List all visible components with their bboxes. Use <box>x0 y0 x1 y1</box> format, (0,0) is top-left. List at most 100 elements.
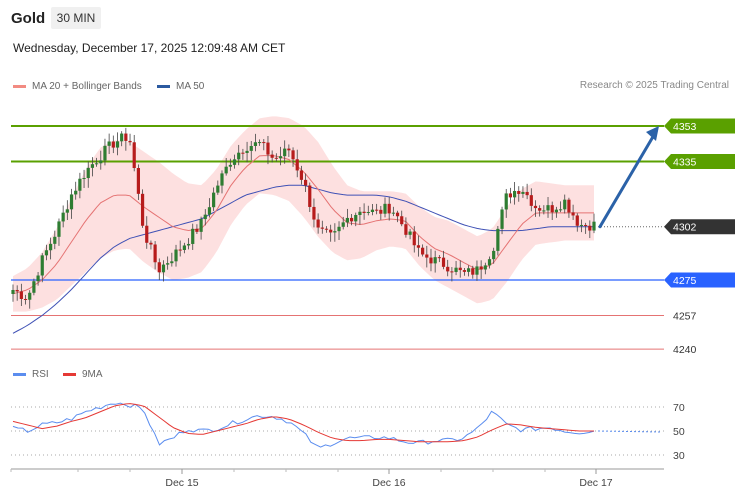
candle-bearish <box>195 228 199 232</box>
candle-bullish <box>546 205 550 211</box>
candle-bearish <box>588 225 592 231</box>
candle-bearish <box>132 142 136 169</box>
candle-bullish <box>174 249 178 262</box>
candle-bearish <box>270 154 274 158</box>
rsi-ma-swatch <box>63 372 76 376</box>
candle-bullish <box>500 209 504 229</box>
level-tag-pivot <box>664 272 735 288</box>
candle-bullish <box>496 228 500 251</box>
candle-bullish <box>554 209 558 213</box>
forecast-arrow-shaft <box>598 133 656 229</box>
timestamp: Wednesday, December 17, 2025 12:09:48 AM… <box>13 41 286 55</box>
legend-rsi: RSI <box>13 368 49 382</box>
candle-bullish <box>103 145 107 161</box>
level-label-4275: 4275 <box>673 275 697 287</box>
bollinger-band-area <box>13 116 594 312</box>
candle-bullish <box>433 257 437 264</box>
ma20-swatch <box>13 84 26 88</box>
candle-bullish <box>94 163 99 165</box>
rsi-ma-line <box>12 403 594 443</box>
candle-bullish <box>521 191 525 194</box>
candle-bearish <box>308 185 312 207</box>
candle-bearish <box>149 242 153 245</box>
candle-bearish <box>324 228 329 230</box>
ma20-label: MA 20 + Bollinger Bands <box>32 81 142 92</box>
candle-bearish <box>517 190 521 194</box>
rsi-tick-label-50: 50 <box>673 426 685 438</box>
candle-bullish <box>391 212 395 214</box>
level-tag-resistance <box>664 118 735 134</box>
x-tick-label: Dec 16 <box>372 477 405 489</box>
candle-bullish <box>36 275 40 282</box>
candle-bullish <box>592 221 596 231</box>
rsi-label: RSI <box>32 369 49 380</box>
candle-bullish <box>86 167 90 179</box>
ma20-line <box>12 155 594 295</box>
candle-bearish <box>379 209 383 214</box>
candle-bearish <box>421 247 425 255</box>
candle-bullish <box>69 194 74 210</box>
header-bar: Gold 30 MIN <box>0 0 738 36</box>
timeframe-badge[interactable]: 30 MIN <box>51 7 101 29</box>
level-tag-resistance <box>664 154 735 170</box>
candle-bullish <box>258 142 262 144</box>
candle-bearish <box>312 206 316 220</box>
candle-bearish <box>425 254 429 258</box>
candle-bullish <box>579 224 584 226</box>
candle-bearish <box>387 203 391 214</box>
candle-bullish <box>44 250 49 256</box>
candle-bullish <box>341 222 345 227</box>
candle-bearish <box>140 193 145 226</box>
candle-bearish <box>529 195 533 206</box>
forecast-arrow-head <box>646 126 659 141</box>
candle-bullish <box>558 209 563 211</box>
candle-bullish <box>228 164 232 167</box>
candle-bearish <box>437 257 441 259</box>
candle-bullish <box>191 228 195 244</box>
candle-bearish <box>178 249 182 251</box>
candle-bearish <box>533 205 538 209</box>
candle-bearish <box>525 191 529 196</box>
candle-bearish <box>266 142 270 155</box>
candle-bullish <box>107 141 111 146</box>
candle-bullish <box>454 267 458 272</box>
candle-bullish <box>475 266 479 275</box>
candle-bullish <box>82 178 86 180</box>
candle-bearish <box>299 170 304 180</box>
candle-bearish <box>429 257 433 264</box>
candle-bearish <box>157 262 161 273</box>
candle-bullish <box>345 217 349 223</box>
candle-bearish <box>575 215 579 226</box>
candle-bearish <box>329 229 333 233</box>
candle-bullish <box>207 207 212 215</box>
candle-bullish <box>249 145 253 151</box>
candle-bearish <box>550 205 554 213</box>
candle-bearish <box>416 245 421 248</box>
rsi-swatch <box>13 372 26 376</box>
candle-bearish <box>584 224 588 226</box>
candle-bullish <box>203 214 207 220</box>
candle-bearish <box>295 159 299 171</box>
candle-bullish <box>467 268 471 272</box>
ma50-label: MA 50 <box>176 81 205 92</box>
candle-bearish <box>320 227 324 229</box>
candle-bullish <box>253 142 258 146</box>
candle-bullish <box>199 219 203 232</box>
candle-bearish <box>128 140 132 143</box>
candle-bearish <box>412 231 416 246</box>
level-label-4257: 4257 <box>673 311 697 323</box>
candle-bearish <box>287 148 291 151</box>
candle-bearish <box>462 270 467 272</box>
candle-bearish <box>441 257 446 267</box>
candle-bearish <box>571 212 575 216</box>
candle-bearish <box>404 224 408 235</box>
candle-bearish <box>349 217 354 222</box>
candle-bullish <box>542 210 546 212</box>
rsi-line <box>12 402 595 448</box>
candle-bearish <box>479 266 483 270</box>
candle-bullish <box>224 166 228 174</box>
candle-bearish <box>375 209 379 211</box>
candle-bullish <box>166 263 170 265</box>
candle-bearish <box>23 298 28 300</box>
